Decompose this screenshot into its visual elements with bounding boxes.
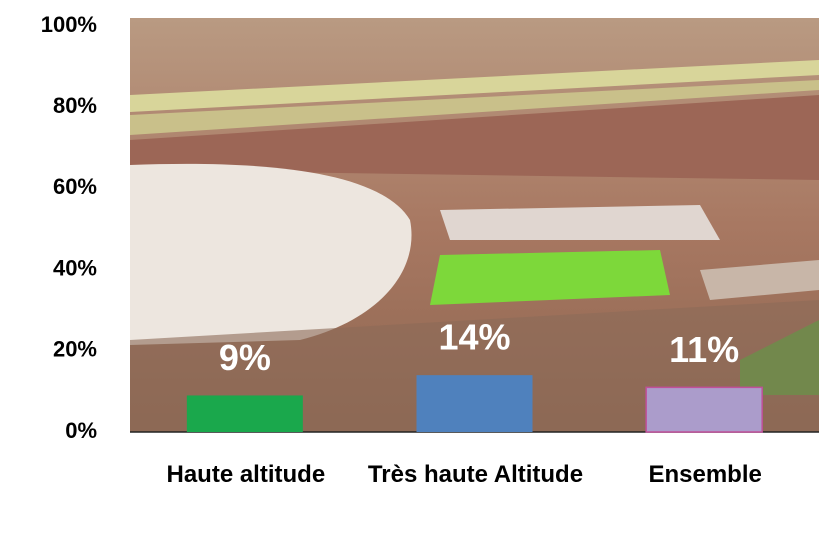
x-tick-label: Ensemble <box>648 461 762 488</box>
x-tick-label: Haute altitude <box>166 461 326 488</box>
bar <box>645 386 763 433</box>
value-label: 11% <box>669 329 739 370</box>
value-label: 14% <box>438 317 510 358</box>
y-tick-label: 80% <box>53 93 97 118</box>
y-tick-label: 60% <box>53 174 97 199</box>
x-tick-label: Très haute Altitude <box>367 461 584 488</box>
y-tick-label: 100% <box>41 12 97 37</box>
y-tick-label: 40% <box>53 255 97 280</box>
y-tick-label: 0% <box>65 418 97 443</box>
bar <box>416 375 533 432</box>
background-photo <box>130 18 819 432</box>
bar <box>186 395 303 432</box>
value-label: 9% <box>219 337 271 378</box>
y-tick-label: 20% <box>53 337 97 362</box>
